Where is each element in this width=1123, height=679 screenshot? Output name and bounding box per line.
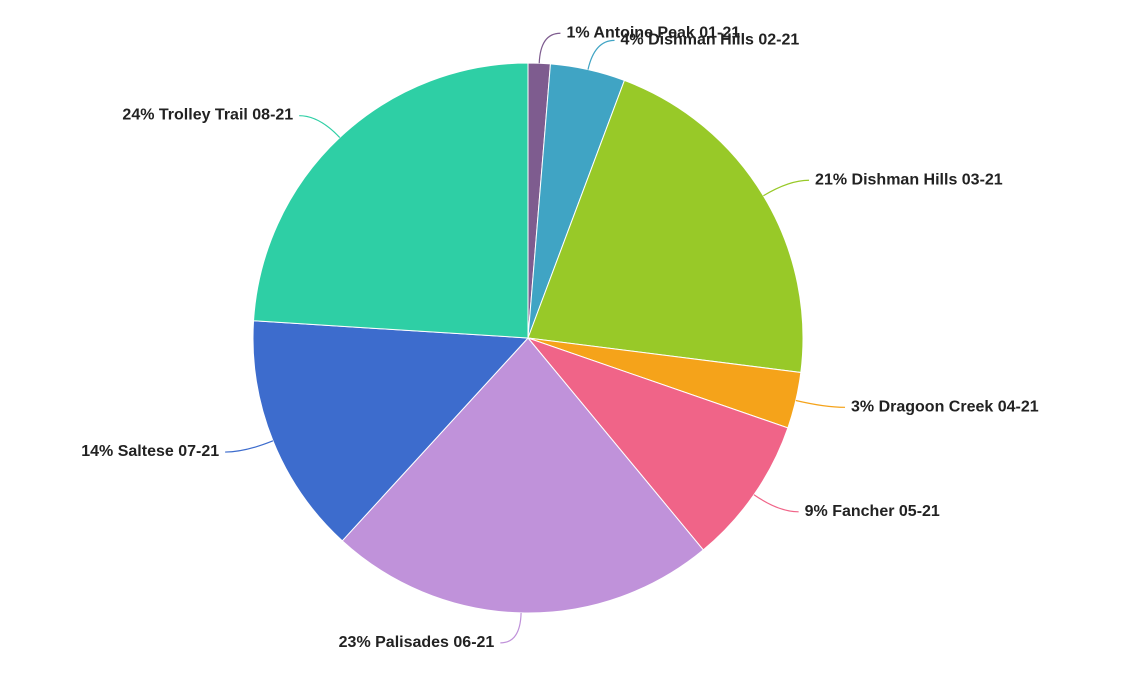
leader-line: [795, 399, 846, 408]
slice-category: Saltese 07-21: [118, 443, 220, 460]
slice-label: 9% Fancher 05-21: [805, 503, 940, 520]
slice-label: 23% Palisades 06-21: [339, 634, 495, 651]
slice-category: Palisades 06-21: [375, 634, 494, 651]
slice-category: Trolley Trail 08-21: [159, 107, 293, 124]
slice-category: Fancher 05-21: [832, 503, 940, 520]
slice-value-label: 4%: [621, 32, 644, 49]
slice-value-label: 24%: [122, 107, 154, 124]
pie-slice: [527, 79, 804, 374]
slice-label: 3% Dragoon Creek 04-21: [851, 399, 1039, 416]
pie-slice: [252, 320, 530, 542]
slice-label: 4% Dishman Hills 02-21: [621, 32, 800, 49]
leader-line: [587, 39, 615, 70]
slice-value-label: 3%: [851, 399, 874, 416]
slice-value-label: 23%: [339, 634, 371, 651]
slice-label: 14% Saltese 07-21: [81, 443, 219, 460]
pie-slice: [526, 336, 789, 551]
pie-slice: [341, 337, 704, 614]
leader-line: [225, 440, 274, 453]
leader-line: [299, 115, 341, 138]
slice-label: 21% Dishman Hills 03-21: [815, 171, 1003, 188]
slice-value-label: 1%: [566, 24, 589, 41]
leader-line: [538, 32, 561, 64]
pie-slice: [253, 62, 529, 339]
slice-category: Dragoon Creek 04-21: [879, 399, 1039, 416]
slice-value-label: 14%: [81, 443, 113, 460]
leader-line: [753, 494, 799, 513]
leader-line: [763, 179, 810, 197]
slice-value-label: 21%: [815, 171, 847, 188]
leader-line: [500, 612, 522, 644]
slice-category: Antoine Peak 01-21: [593, 24, 740, 41]
slice-value-label: 9%: [805, 503, 828, 520]
slice-label: 1% Antoine Peak 01-21: [566, 24, 740, 41]
slice-category: Dishman Hills 02-21: [648, 32, 799, 49]
slice-label: 24% Trolley Trail 08-21: [122, 107, 293, 124]
slice-category: Dishman Hills 03-21: [852, 171, 1003, 188]
